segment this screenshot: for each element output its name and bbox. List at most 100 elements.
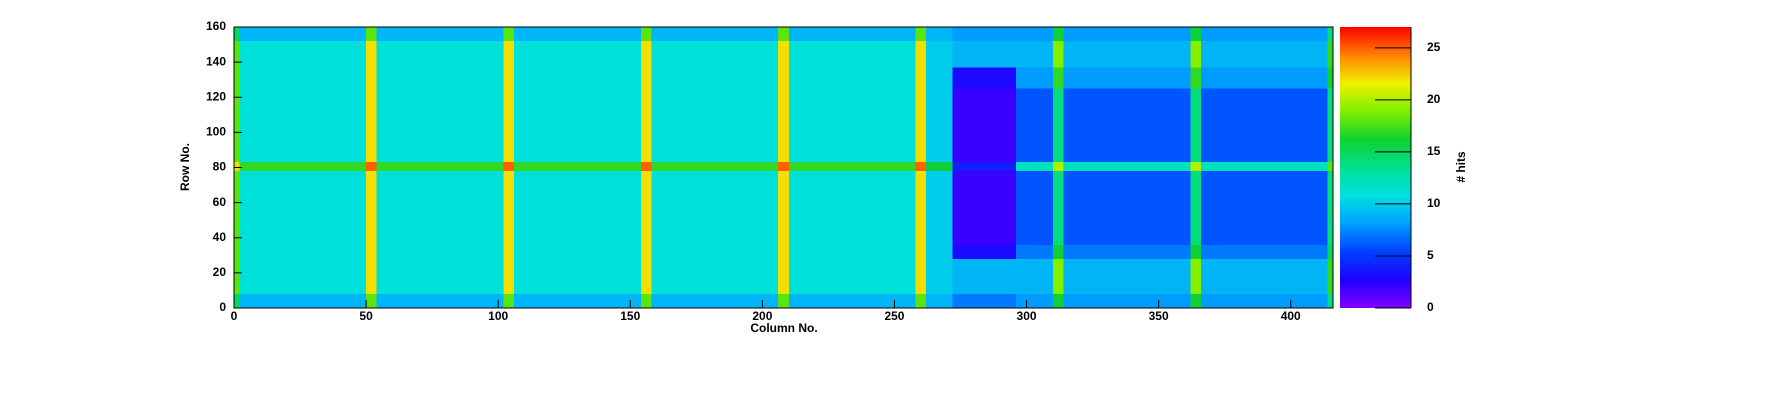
heat-cell — [1052, 88, 1064, 163]
heat-cell — [952, 41, 1016, 68]
heat-cell — [778, 27, 789, 42]
heat-cell — [1063, 27, 1191, 42]
heat-cell — [234, 67, 240, 89]
heat-cell — [1015, 27, 1053, 42]
heat-cell — [366, 67, 377, 89]
heat-cell — [1190, 41, 1201, 68]
heat-cell — [376, 171, 504, 245]
heat-cell — [234, 244, 240, 259]
heat-cell — [1327, 162, 1333, 172]
heat-cell — [234, 27, 240, 42]
heat-cell — [640, 41, 652, 68]
heat-cell — [640, 67, 652, 89]
z-tick-label: 15 — [1427, 144, 1441, 158]
z-tick-label: 25 — [1427, 40, 1441, 54]
heat-cell — [514, 88, 641, 163]
heat-cell — [1327, 293, 1333, 308]
heat-cell — [1200, 293, 1328, 308]
y-tick-label: 140 — [206, 54, 226, 68]
heat-cell — [514, 27, 641, 42]
heat-cell — [926, 27, 953, 42]
heat-cell — [915, 88, 927, 163]
heat-cell — [1200, 67, 1328, 89]
heat-cell — [651, 171, 779, 245]
heat-cell — [1200, 88, 1328, 163]
heat-cell — [239, 27, 367, 42]
x-tick-label: 100 — [488, 309, 508, 323]
heat-cell — [1015, 244, 1053, 259]
y-tick-label: 120 — [206, 89, 226, 103]
heat-cell — [778, 162, 789, 172]
y-axis-label: Row No. — [178, 143, 192, 191]
heat-cell — [366, 162, 377, 172]
heat-cell — [788, 171, 916, 245]
heat-cell — [366, 293, 377, 308]
x-tick-label: 0 — [231, 309, 238, 323]
heat-cell — [366, 41, 377, 68]
heat-cell — [788, 244, 916, 259]
heat-cell — [514, 258, 641, 294]
heat-cell — [1015, 171, 1053, 245]
heat-cell — [503, 244, 515, 259]
heat-cell — [366, 88, 377, 163]
heat-cell — [915, 258, 927, 294]
heat-cell — [503, 171, 515, 245]
heat-cell — [778, 293, 789, 308]
heat-cell — [915, 171, 927, 245]
heat-cell — [788, 293, 916, 308]
heat-cell — [503, 293, 515, 308]
heat-cell — [1200, 171, 1328, 245]
heat-cell — [1200, 244, 1328, 259]
y-tick-label: 80 — [213, 160, 227, 174]
heat-cell — [1200, 162, 1328, 172]
heat-cell — [366, 27, 377, 42]
z-tick-label: 0 — [1427, 300, 1434, 314]
heat-cell — [788, 162, 916, 172]
y-tick-label: 40 — [213, 230, 227, 244]
heat-cell — [915, 293, 927, 308]
heat-cell — [952, 67, 1016, 89]
heat-cell — [926, 162, 953, 172]
z-axis-label: # hits — [1454, 151, 1468, 183]
heat-cell — [651, 67, 779, 89]
heat-cell — [1327, 67, 1333, 89]
z-tick-label: 10 — [1427, 196, 1441, 210]
heat-cell — [651, 258, 779, 294]
heat-cell — [640, 88, 652, 163]
heat-cell — [952, 244, 1016, 259]
heat-cell — [1052, 27, 1064, 42]
heat-cell — [514, 244, 641, 259]
heat-cell — [778, 244, 789, 259]
heat-cell — [1063, 293, 1191, 308]
heat-cell — [1190, 67, 1201, 89]
heat-cell — [376, 162, 504, 172]
heat-cell — [915, 27, 927, 42]
heat-cell — [1063, 67, 1191, 89]
heat-cell — [376, 41, 504, 68]
heat-cell — [234, 41, 240, 68]
y-tick-label: 100 — [206, 125, 226, 139]
z-tick-label: 5 — [1427, 248, 1434, 262]
heat-cell — [640, 244, 652, 259]
x-tick-label: 350 — [1149, 309, 1169, 323]
color-bar — [1340, 27, 1411, 308]
heat-cell — [1200, 41, 1328, 68]
heat-cell — [926, 258, 953, 294]
heat-cell — [1015, 162, 1053, 172]
heat-cell — [1063, 162, 1191, 172]
heat-cell — [915, 67, 927, 89]
heat-cell — [239, 88, 367, 163]
heat-cell — [1015, 67, 1053, 89]
heat-cell — [778, 258, 789, 294]
heat-cell — [788, 41, 916, 68]
heat-cell — [503, 41, 515, 68]
heat-cell — [640, 171, 652, 245]
heat-cell — [1063, 171, 1191, 245]
heat-cell — [239, 171, 367, 245]
heat-cell — [1015, 293, 1053, 308]
heat-cell — [514, 162, 641, 172]
heat-cell — [952, 171, 1016, 245]
heat-cell — [915, 41, 927, 68]
heat-cell — [1052, 171, 1064, 245]
